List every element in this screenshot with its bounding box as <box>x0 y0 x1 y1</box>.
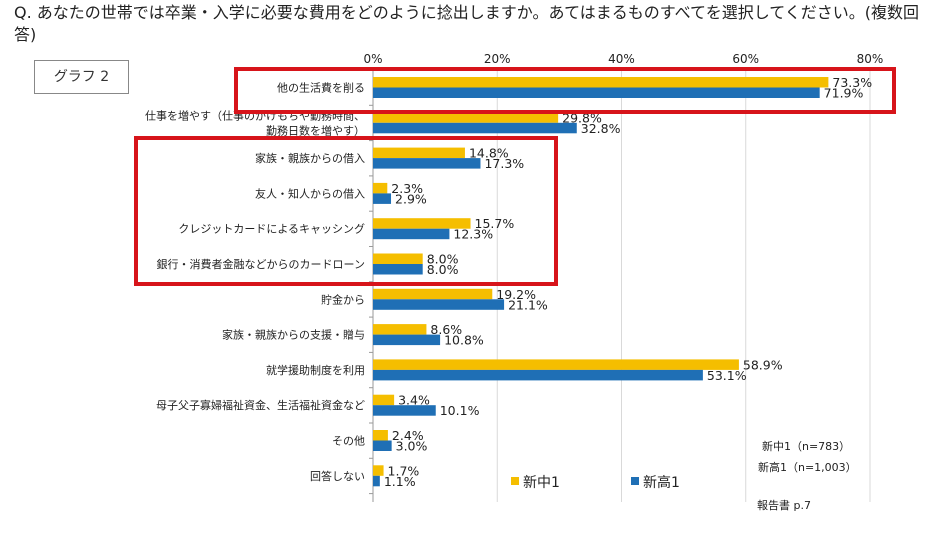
bar <box>373 359 739 370</box>
data-label: 3.4% <box>398 393 430 408</box>
bar <box>373 369 703 381</box>
category-label: 他の生活費を削る <box>277 81 365 95</box>
bar <box>373 182 388 194</box>
question-text: Q. あなたの世帯では卒業・入学に必要な費用をどのように捻出しますか。あてはまる… <box>14 3 920 44</box>
bar <box>373 430 388 441</box>
bar <box>373 228 450 240</box>
graph-label: グラフ 2 <box>34 60 129 94</box>
data-label: 2.4% <box>392 428 424 443</box>
bar <box>373 288 493 300</box>
report-reference: 報告書 p.7 <box>757 499 811 512</box>
data-label: 10.8% <box>444 333 484 348</box>
data-label: 32.8% <box>581 121 621 136</box>
category-label: クレジットカードによるキャッシング <box>178 222 365 236</box>
x-tick-label: 40% <box>608 52 635 66</box>
data-label: 2.3% <box>391 181 423 196</box>
data-label: 73.3% <box>832 75 872 90</box>
category-label: 銀行・消費者金融などからのカードローン <box>157 257 365 271</box>
bar <box>373 299 505 310</box>
category-label: 回答しない <box>310 469 365 483</box>
x-tick-label: 0% <box>363 52 382 66</box>
bar <box>373 158 481 169</box>
data-label: 15.7% <box>475 216 515 231</box>
bar <box>373 193 392 204</box>
bar <box>373 264 423 275</box>
data-label: 19.2% <box>496 287 536 302</box>
legend-label: 新中1 <box>523 475 560 491</box>
bar <box>373 112 559 123</box>
data-label: 12.3% <box>453 227 493 242</box>
legend-swatch <box>631 477 639 485</box>
bar <box>373 122 577 134</box>
bar <box>373 87 820 98</box>
data-label: 71.9% <box>824 86 864 101</box>
data-label: 8.6% <box>430 322 462 337</box>
data-label: 1.7% <box>388 463 420 478</box>
data-label: 10.1% <box>440 403 480 418</box>
data-label: 53.1% <box>707 368 747 383</box>
x-tick-label: 60% <box>732 52 759 66</box>
data-label: 8.0% <box>427 252 459 267</box>
highlight-box <box>234 67 896 114</box>
data-label: 58.9% <box>743 357 783 372</box>
sample-size-label: 新高1（n=1,003） <box>758 461 857 474</box>
bar <box>373 147 465 159</box>
data-label: 2.9% <box>395 191 427 206</box>
category-label: 友人・知人からの借入 <box>255 186 365 200</box>
category-label: 家族・親族からの借入 <box>255 151 365 165</box>
x-tick-label: 20% <box>484 52 511 66</box>
bar <box>373 77 829 88</box>
bar <box>373 253 423 264</box>
bar <box>373 218 471 229</box>
category-label: その他 <box>332 435 365 448</box>
bar <box>373 440 392 451</box>
category-label: 家族・親族からの支援・贈与 <box>222 328 365 342</box>
data-label: 8.0% <box>427 262 459 277</box>
x-tick-label: 80% <box>857 52 884 66</box>
data-label: 14.8% <box>469 146 509 161</box>
data-label: 29.8% <box>562 110 602 125</box>
data-label: 21.1% <box>508 297 548 312</box>
data-label: 1.1% <box>384 474 416 489</box>
category-label: 母子父子寡婦福祉資金、生活福祉資金など <box>156 398 365 412</box>
bar <box>373 394 395 406</box>
category-label: 勤務日数を増やす） <box>266 123 365 137</box>
category-label: 就学援助制度を利用 <box>266 363 365 377</box>
highlight-box <box>134 136 558 286</box>
legend-label: 新高1 <box>643 474 680 491</box>
bar <box>373 324 427 335</box>
legend-swatch <box>511 477 519 485</box>
bar <box>373 334 441 346</box>
bar <box>373 465 384 476</box>
sample-size-label: 新中1（n=783） <box>762 440 851 453</box>
bar <box>373 405 436 416</box>
category-label: 貯金から <box>321 292 365 306</box>
bar <box>373 475 380 487</box>
data-label: 17.3% <box>484 156 524 171</box>
data-label: 3.0% <box>396 439 428 454</box>
